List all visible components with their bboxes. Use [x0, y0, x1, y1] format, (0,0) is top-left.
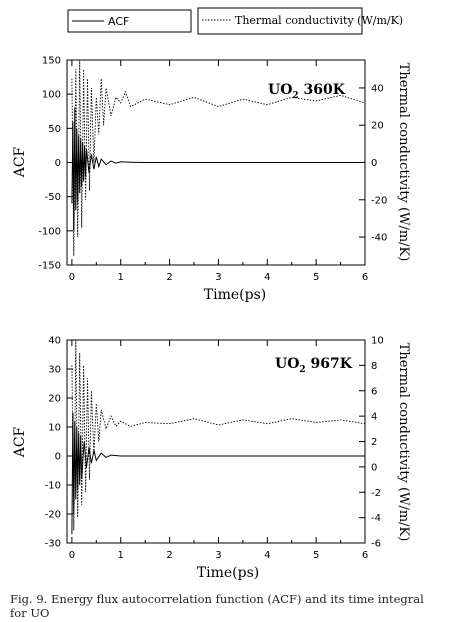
- annotation-base: UO: [268, 82, 292, 98]
- x-tick-label: 4: [264, 272, 270, 283]
- y2-tick-label: -6: [371, 539, 381, 550]
- y-tick-label: -50: [45, 192, 61, 203]
- legend: ACF Thermal conductivity (W/m/K): [67, 7, 403, 35]
- y-tick-label: 150: [42, 56, 61, 67]
- y2-tick-label: 10: [371, 336, 384, 347]
- chart-360k: 0 1 2 3 4 5 6 -150 -100 -50 0 50 100 150 -40 -20 0 20 40 U…: [12, 56, 411, 304]
- y2-tick-label: -20: [371, 195, 387, 206]
- y-tick-label: 0: [55, 158, 61, 169]
- y-tick-label: 50: [48, 124, 61, 135]
- x-tick-label: 0: [69, 272, 75, 283]
- annotation-sub: 2: [292, 91, 298, 101]
- y-tick-label: 0: [55, 452, 61, 463]
- annotation-967k: UO2 967K: [275, 356, 353, 375]
- x-tick-label: 5: [313, 272, 319, 283]
- caption-line-1: Fig. 9. Energy flux autocorrelation func…: [10, 592, 424, 606]
- x-tick-label: 1: [118, 272, 124, 283]
- series-acf-line-967k: [71, 412, 365, 535]
- x-tick-label: 4: [264, 550, 270, 561]
- series-layer-360k: [71, 59, 366, 256]
- y-tick-label: -10: [45, 481, 61, 492]
- legend-tc-box: [197, 7, 363, 35]
- y-tick-label: 40: [48, 336, 61, 347]
- caption-line-2: for UO: [10, 606, 50, 620]
- y-tick-label: -150: [38, 261, 61, 272]
- x-tick-label: 3: [215, 550, 221, 561]
- x-tick-label: 3: [215, 272, 221, 283]
- y-tick-label: 20: [48, 394, 61, 405]
- series-thermal-conductivity-line-967k: [71, 339, 366, 531]
- x-tick-label: 6: [362, 272, 368, 283]
- y2-tick-label: -2: [371, 488, 381, 499]
- x-tick-label: 5: [313, 550, 319, 561]
- y-tick-label: -100: [38, 226, 61, 237]
- y-tick-label: 100: [42, 90, 61, 101]
- annotation-sub: 2: [299, 365, 305, 375]
- y2-tick-label: 0: [371, 158, 377, 169]
- series-layer-967k: [71, 339, 366, 535]
- x-tick-label: 1: [118, 550, 124, 561]
- y2-axis-title-967k: Thermal conductivity (W/m/K): [396, 343, 411, 542]
- y2-tick-label: 2: [371, 437, 377, 448]
- x-axis-title-967k: Time(ps): [197, 565, 259, 581]
- y-axis-title-360k: ACF: [12, 146, 28, 178]
- x-tick-label: 2: [166, 550, 172, 561]
- y-tick-label: -30: [45, 539, 61, 550]
- annotation-360k: UO2 360K: [268, 82, 346, 101]
- legend-acf-box: [67, 9, 192, 33]
- y-tick-label: -20: [45, 510, 61, 521]
- y-axis-title-967k: ACF: [12, 426, 28, 458]
- x-axis-title-360k: Time(ps): [204, 287, 266, 303]
- annotation-base: UO: [275, 356, 299, 372]
- y2-tick-label: 8: [371, 361, 377, 372]
- x-tick-label: 0: [69, 550, 75, 561]
- y-tick-label: 10: [48, 423, 61, 434]
- series-acf-line-360k: [71, 107, 365, 231]
- annotation-rest: 360K: [299, 82, 346, 98]
- y2-tick-label: 20: [371, 121, 384, 132]
- x-tick-label: 2: [166, 272, 172, 283]
- legend-acf-label: ACF: [108, 15, 129, 28]
- annotation-rest: 967K: [306, 356, 353, 372]
- figure-caption: Fig. 9. Energy flux autocorrelation func…: [10, 592, 460, 622]
- y2-axis-title-360k: Thermal conductivity (W/m/K): [396, 63, 411, 262]
- y2-tick-label: 0: [371, 462, 377, 473]
- y2-tick-label: -4: [371, 513, 381, 524]
- legend-tc-label: Thermal conductivity (W/m/K): [235, 14, 403, 27]
- y2-tick-label: -40: [371, 233, 387, 244]
- axis-layer-360k: 0 1 2 3 4 5 6 -150 -100 -50 0 50 100 150 -40 -20 0 20 40: [38, 56, 387, 284]
- x-tick-label: 6: [362, 550, 368, 561]
- y-tick-label: 30: [48, 365, 61, 376]
- y2-tick-label: 6: [371, 386, 377, 397]
- y2-tick-label: 4: [371, 412, 377, 423]
- y2-tick-label: 40: [371, 83, 384, 94]
